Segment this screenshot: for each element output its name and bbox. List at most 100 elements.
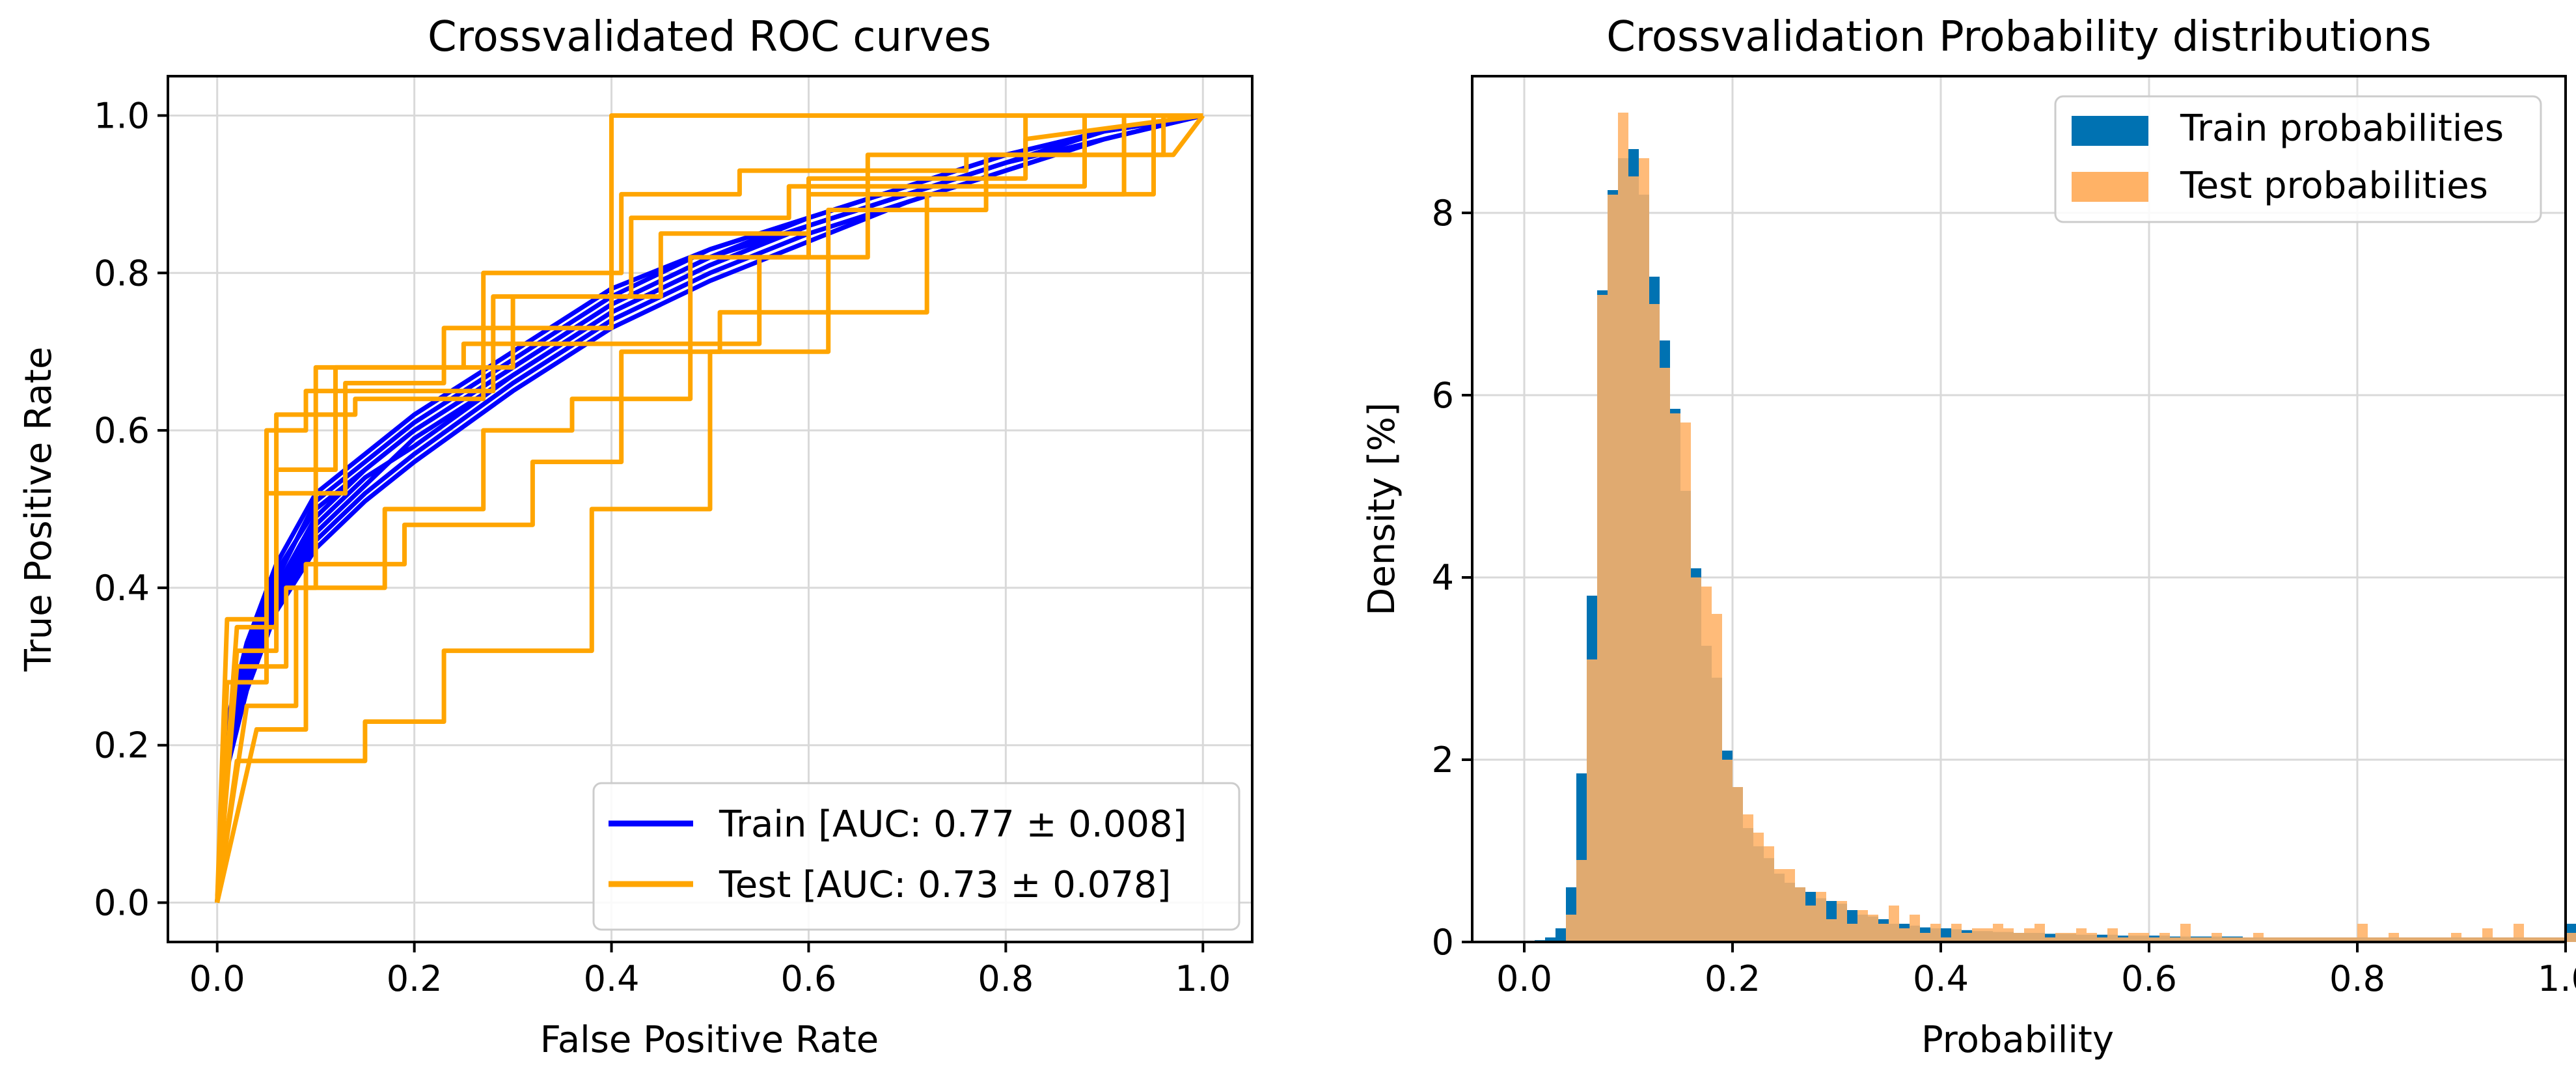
hist-bar <box>1576 860 1587 942</box>
hist-plot-frame <box>1471 75 2567 943</box>
hist-bar <box>1837 901 1847 942</box>
hist-bar <box>2368 937 2378 942</box>
hist-bar <box>1930 924 1941 942</box>
hist-bar <box>2243 937 2253 942</box>
hist-bar <box>1743 814 1753 942</box>
roc-train-curve <box>215 113 1204 903</box>
hist-bar <box>2295 937 2305 942</box>
roc-chart: Crossvalidated ROC curves 0.0 0.2 0.4 0.6 0.… <box>18 13 1254 1061</box>
roc-y-tick-label: 0.0 <box>94 883 150 924</box>
hist-bar <box>1597 295 1608 942</box>
hist-bar <box>1764 846 1774 942</box>
roc-chart-title: Crossvalidated ROC curves <box>428 13 991 61</box>
roc-test-curve <box>215 113 1203 903</box>
roc-x-tick-label: 0.4 <box>584 958 640 999</box>
hist-bar <box>2003 928 2014 942</box>
hist-bar <box>1785 869 1795 942</box>
hist-bar <box>2316 937 2326 942</box>
hist-bar <box>2347 937 2357 942</box>
hist-bar <box>2180 924 2191 942</box>
roc-ticks: 0.0 0.2 0.4 0.6 0.8 1.0 0.0 0.2 0.4 0.6 0.8 1.0 <box>94 95 1231 999</box>
hist-bar <box>2107 928 2118 942</box>
hist-bar <box>1733 787 1743 942</box>
hist-bar <box>1649 304 1660 942</box>
hist-bar <box>1795 887 1805 942</box>
hist-x-tick-label: 0.0 <box>1496 958 1552 999</box>
hist-ticks: 0.0 0.2 0.4 0.6 0.8 1.0 0 2 4 6 8 <box>1432 193 2576 999</box>
hist-bar <box>2555 937 2566 942</box>
probability-histogram-chart: Crossvalidation Probability distribution… <box>1361 13 2576 1061</box>
hist-x-tick-label: 0.2 <box>1705 958 1761 999</box>
roc-x-tick-label: 1.0 <box>1175 958 1231 999</box>
hist-bar <box>1701 587 1712 942</box>
hist-bar <box>1951 924 1962 942</box>
hist-bar <box>2035 924 2045 942</box>
hist-bar <box>2284 937 2295 942</box>
hist-bar <box>2274 937 2284 942</box>
hist-x-axis-label: Probability <box>1921 1019 2114 1061</box>
hist-bar <box>1774 869 1785 942</box>
hist-bar <box>2503 937 2514 942</box>
hist-bar <box>2212 933 2222 942</box>
hist-bar <box>1545 937 1555 942</box>
hist-y-axis-label: Density [%] <box>1361 402 1403 616</box>
hist-bar <box>1722 760 1733 942</box>
hist-bar <box>1899 928 1910 942</box>
hist-bar <box>1972 928 1982 942</box>
roc-x-tick-label: 0.2 <box>387 958 443 999</box>
hist-bar <box>2159 933 2170 942</box>
hist-bar <box>2118 937 2128 942</box>
hist-bar <box>1826 919 1837 942</box>
hist-bar <box>2024 928 2035 942</box>
roc-legend-train-label: Train [AUC: 0.77 ± 0.008] <box>719 803 1186 846</box>
roc-test-curve <box>215 114 1205 903</box>
hist-bar <box>1962 933 1972 942</box>
hist-bar <box>1805 906 1816 942</box>
hist-bar <box>2524 937 2534 942</box>
roc-y-tick-label: 0.8 <box>94 253 150 294</box>
hist-bar <box>1816 892 1826 942</box>
hist-y-tick-label: 6 <box>1432 375 1454 416</box>
hist-bars <box>1535 113 2576 942</box>
hist-bar <box>2389 933 2399 942</box>
hist-bar <box>1566 915 1576 942</box>
hist-bar <box>2191 937 2201 942</box>
roc-legend-test-label: Test [AUC: 0.73 ± 0.078] <box>719 864 1171 906</box>
hist-bar <box>1868 915 1878 942</box>
hist-bar <box>1608 195 1618 942</box>
hist-bar <box>2055 933 2066 942</box>
roc-legend: Train [AUC: 0.77 ± 0.008] Test [AUC: 0.7… <box>592 782 1240 931</box>
hist-x-tick-label: 0.8 <box>2329 958 2385 999</box>
hist-bar <box>1555 928 1566 942</box>
hist-bar <box>2149 937 2159 942</box>
hist-bar <box>2128 933 2139 942</box>
hist-bar <box>2357 924 2368 942</box>
hist-x-tick-label: 0.6 <box>2121 958 2177 999</box>
hist-bar <box>1618 113 1628 942</box>
hist-y-tick-label: 8 <box>1432 193 1454 234</box>
roc-legend-box <box>592 782 1240 931</box>
hist-bar <box>2170 937 2180 942</box>
hist-bar <box>2514 924 2524 942</box>
hist-bar <box>2201 937 2212 942</box>
roc-series <box>215 113 1205 904</box>
hist-bar <box>1889 906 1899 942</box>
roc-y-tick-label: 0.4 <box>94 568 150 609</box>
hist-chart-title: Crossvalidation Probability distribution… <box>1606 13 2432 61</box>
roc-train-curve <box>215 113 1204 903</box>
hist-bar <box>1628 176 1639 942</box>
hist-bar <box>2493 937 2503 942</box>
hist-bar <box>2441 937 2451 942</box>
hist-bar <box>2097 937 2107 942</box>
hist-bar <box>2066 933 2076 942</box>
hist-bar <box>2472 937 2482 942</box>
hist-legend-train-label: Train probabilities <box>2180 107 2504 150</box>
hist-bar <box>1847 924 1857 942</box>
roc-y-axis-label: True Positive Rate <box>18 347 60 672</box>
hist-bar <box>2336 937 2347 942</box>
roc-test-curve <box>215 113 1203 904</box>
hist-bar <box>1993 924 2003 942</box>
hist-bar <box>1712 614 1722 942</box>
roc-x-tick-label: 0.6 <box>781 958 837 999</box>
